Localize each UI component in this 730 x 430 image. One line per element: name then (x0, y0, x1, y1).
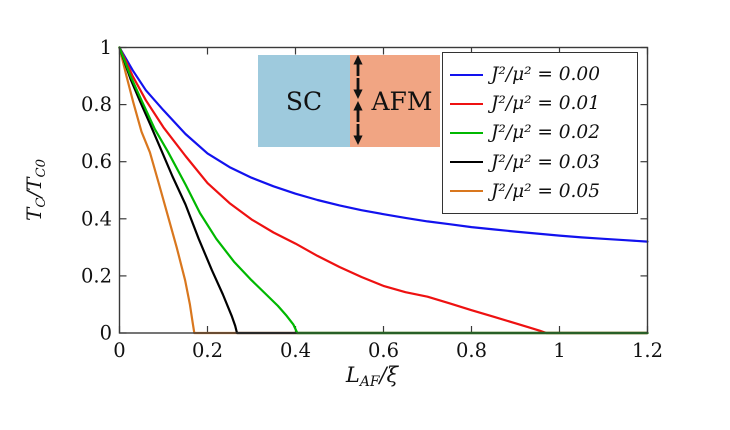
spin-arrow-up-icon (353, 55, 363, 76)
legend-label: J²/μ² = 0.05 (491, 180, 600, 202)
spin-arrow-down-icon (353, 78, 363, 99)
x-axis-label-L: L (345, 363, 360, 387)
x-axis-label: LAF/ξ (302, 363, 442, 390)
x-tick-label: 0 (113, 339, 125, 362)
x-axis-label-slash-xi: /ξ (379, 363, 399, 387)
y-tick-label: 0.4 (81, 207, 112, 230)
curves-layer (118, 46, 649, 335)
legend-label: J²/μ² = 0.02 (491, 122, 600, 144)
curve-j2mu2-0.05 (118, 46, 649, 335)
plot-frame (118, 46, 649, 334)
legend-item: J²/μ² = 0.05 (450, 181, 631, 202)
interface-spin-arrows-icon (353, 55, 363, 145)
curve-j2mu2-0.01 (118, 46, 649, 335)
afm-region: AFM (350, 55, 440, 147)
y-axis-label-slash-T: /T (22, 177, 46, 198)
y-axis-label-sub-C: C (33, 197, 49, 208)
afm-region-label: AFM (371, 86, 433, 116)
x-tick-label: 0.6 (368, 339, 399, 362)
legend-item: J²/μ² = 0.01 (450, 93, 631, 114)
legend-item: J²/μ² = 0.00 (450, 64, 631, 85)
x-tick-label: 1 (553, 339, 565, 362)
y-axis-label-sub-C0: C0 (33, 159, 49, 178)
curve-j2mu2-0.00 (118, 46, 649, 243)
x-tick-label: 0.2 (192, 339, 223, 362)
legend-label: J²/μ² = 0.03 (491, 151, 600, 173)
legend-line-swatch-green (450, 131, 483, 134)
legend-label: J²/μ² = 0.00 (491, 64, 600, 86)
curve-j2mu2-0.02 (118, 46, 649, 335)
y-axis-label-T: T (22, 207, 46, 221)
y-tick-label: 0.8 (81, 93, 112, 116)
y-tick-label: 0 (100, 322, 112, 345)
y-axis-label: TC/TC0 (22, 108, 50, 272)
sc-region: SC (258, 55, 350, 147)
y-tick-label: 0.6 (81, 150, 112, 173)
legend-line-swatch-orange (450, 190, 483, 193)
legend-line-swatch-black (450, 161, 483, 164)
x-axis-label-sub-AF: AF (359, 374, 380, 391)
legend-line-swatch-blue (450, 73, 483, 76)
sc-region-label: SC (285, 86, 323, 116)
x-tick-label: 0.4 (280, 339, 311, 362)
legend-item: J²/μ² = 0.02 (450, 122, 631, 143)
curve-j2mu2-0.03 (118, 46, 649, 335)
legend-item: J²/μ² = 0.03 (450, 152, 631, 173)
legend-line-swatch-red (450, 102, 483, 105)
y-tick-label: 0.2 (81, 264, 112, 287)
x-tick-label: 0.8 (456, 339, 487, 362)
spin-arrow-up-icon (353, 101, 363, 122)
legend: J²/μ² = 0.00 J²/μ² = 0.01 J²/μ² = 0.02 J… (442, 52, 638, 214)
legend-label: J²/μ² = 0.01 (491, 93, 600, 115)
spin-arrow-down-icon (353, 124, 363, 145)
x-tick-label: 1.2 (632, 339, 663, 362)
axis-tick-labels: 0 0.2 0.4 0.6 0.8 1 1.2 0 0.2 0.4 0.6 0.8 1 (81, 36, 663, 362)
y-tick-label: 1 (100, 36, 112, 59)
